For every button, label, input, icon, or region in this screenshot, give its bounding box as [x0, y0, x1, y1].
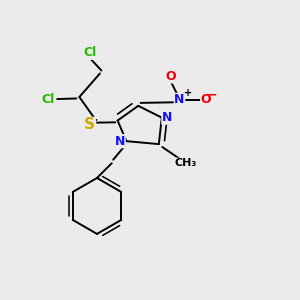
Text: Cl: Cl	[42, 93, 55, 106]
Text: S: S	[84, 118, 95, 133]
Text: CH₃: CH₃	[174, 158, 196, 168]
Text: N: N	[162, 111, 172, 124]
Text: N: N	[174, 93, 184, 106]
Text: +: +	[184, 88, 192, 98]
Text: Cl: Cl	[83, 46, 96, 59]
Text: N: N	[115, 135, 125, 148]
Text: O: O	[201, 93, 211, 106]
Text: O: O	[165, 70, 176, 83]
Text: −: −	[207, 88, 218, 101]
